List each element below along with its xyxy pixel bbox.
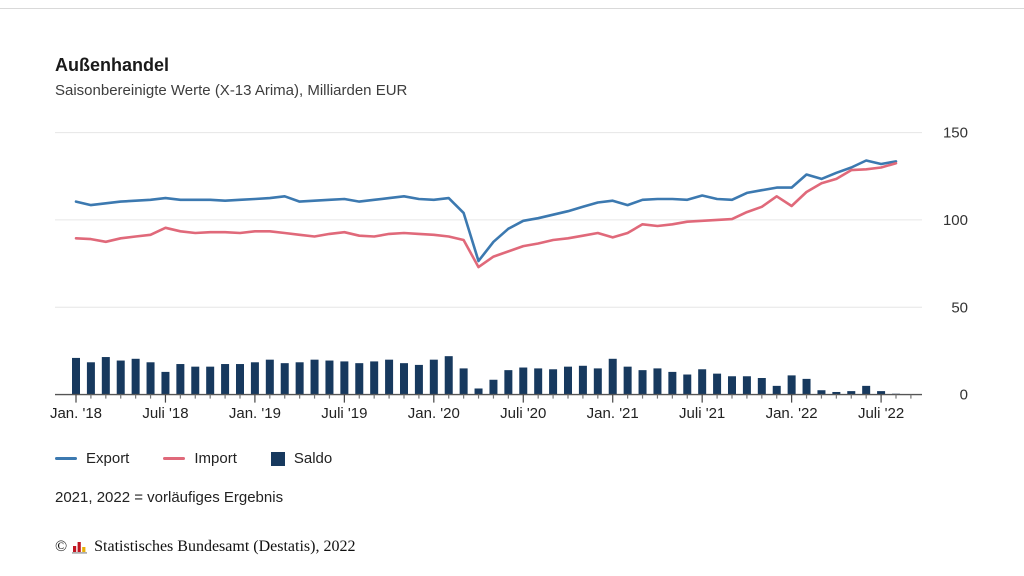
saldo-bar — [116, 360, 125, 395]
saldo-bar — [176, 364, 185, 395]
legend-label-import: Import — [194, 450, 237, 467]
saldo-bar — [221, 364, 230, 395]
saldo-bar — [235, 364, 244, 395]
saldo-bar — [101, 357, 110, 395]
x-tick-label: Jan. '22 — [766, 405, 818, 422]
x-tick-label: Juli '18 — [142, 405, 188, 422]
legend-item-saldo: Saldo — [270, 450, 333, 467]
saldo-bar — [429, 359, 438, 395]
saldo-bar — [86, 362, 95, 395]
saldo-bar — [295, 362, 304, 395]
saldo-bar — [623, 366, 632, 395]
saldo-bar — [370, 361, 379, 395]
saldo-bar — [474, 388, 483, 395]
chart-legend: Export Import Saldo — [55, 450, 332, 467]
saldo-bar — [772, 385, 781, 395]
saldo-bar — [414, 364, 423, 395]
saldo-bar — [698, 369, 707, 395]
saldo-bar — [72, 357, 80, 395]
saldo-bar — [593, 368, 602, 395]
page-title: Außenhandel — [55, 55, 170, 75]
saldo-bar — [534, 368, 543, 395]
saldo-bar — [355, 363, 364, 395]
saldo-bar — [802, 378, 811, 395]
saldo-bar — [862, 385, 871, 395]
saldo-bar — [608, 358, 617, 395]
legend-label-saldo: Saldo — [293, 450, 333, 467]
legend-item-import: Import — [163, 450, 237, 467]
saldo-bar — [191, 366, 200, 395]
destatis-logo-icon — [72, 542, 88, 554]
legend-label-export: Export — [86, 450, 130, 467]
saldo-bar — [653, 368, 662, 395]
legend-item-export: Export — [55, 450, 129, 467]
saldo-bar — [578, 365, 587, 395]
x-tick-label: Jan. '21 — [587, 405, 639, 422]
import-line-swatch-icon — [163, 456, 186, 461]
y-tick-label: 0 — [960, 387, 968, 404]
y-tick-label: 50 — [951, 299, 968, 316]
saldo-bar — [459, 368, 468, 395]
x-tick-label: Juli '19 — [321, 405, 367, 422]
saldo-bar — [757, 378, 766, 395]
saldo-bar — [265, 359, 274, 395]
y-tick-label: 100 — [943, 212, 968, 229]
saldo-bar — [638, 370, 647, 395]
x-tick-label: Jan. '18 — [50, 405, 102, 422]
saldo-bar — [161, 371, 170, 395]
saldo-bar — [727, 376, 736, 395]
copyright-line: © Statistisches Bundesamt (Destatis), 20… — [55, 538, 355, 556]
x-tick-label: Juli '22 — [858, 405, 904, 422]
x-tick-label: Juli '20 — [500, 405, 546, 422]
saldo-bar — [787, 375, 796, 395]
copyright-symbol: © — [55, 538, 68, 555]
saldo-bar — [325, 360, 334, 395]
saldo-bar — [683, 374, 692, 395]
saldo-bar — [489, 379, 498, 395]
top-divider — [0, 8, 1024, 9]
export-line — [74, 159, 898, 263]
saldo-bar — [146, 362, 155, 395]
saldo-bar — [444, 356, 453, 395]
x-tick-label: Juli '21 — [679, 405, 725, 422]
saldo-bar — [385, 359, 394, 395]
saldo-bar — [250, 362, 259, 395]
saldo-bar — [668, 371, 677, 395]
export-line-swatch-icon — [55, 456, 77, 461]
saldo-bar — [206, 366, 215, 395]
y-tick-label: 150 — [943, 125, 968, 142]
saldo-bar — [832, 391, 841, 395]
saldo-bar — [817, 390, 826, 395]
saldo-bar — [847, 391, 856, 395]
saldo-bar — [519, 367, 528, 395]
saldo-bar — [399, 363, 408, 395]
copyright-text: Statistisches Bundesamt (Destatis), 2022 — [94, 538, 356, 555]
saldo-bar — [563, 366, 572, 395]
x-tick-label: Jan. '20 — [408, 405, 460, 422]
saldo-bar-swatch-icon — [270, 451, 285, 466]
saldo-bar — [310, 359, 319, 395]
x-tick-label: Jan. '19 — [229, 405, 281, 422]
saldo-bar — [549, 369, 558, 395]
saldo-bar — [131, 358, 140, 395]
chart-subtitle: Saisonbereinigte Werte (X-13 Arima), Mil… — [55, 82, 408, 99]
footnote: 2021, 2022 = vorläufiges Ergebnis — [55, 489, 284, 506]
saldo-bar — [280, 363, 289, 395]
saldo-bar — [504, 370, 513, 395]
saldo-bar — [340, 361, 349, 395]
import-line — [74, 161, 898, 269]
saldo-bar — [713, 373, 722, 395]
trade-chart-plot: 0 50 100 150 Jan. '18 Juli '18 Jan. '19 Juli '1… — [50, 125, 968, 422]
saldo-bar — [877, 391, 886, 395]
saldo-bar — [742, 376, 751, 395]
